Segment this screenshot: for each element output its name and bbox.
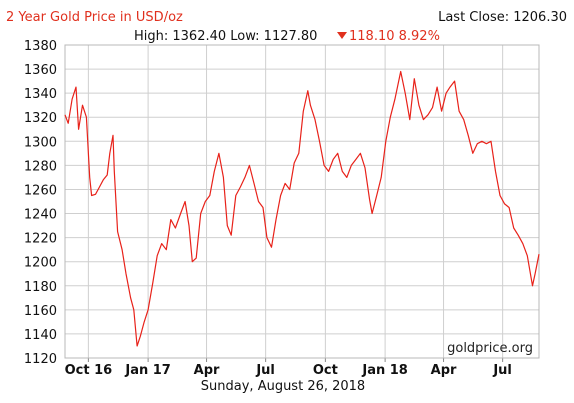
- x-tick-label: Oct: [313, 363, 338, 378]
- x-axis: Oct 16 Jan 17 Apr Jul Oct Jan 18 Apr Jul: [65, 358, 512, 378]
- y-tick-label: 1120: [24, 352, 57, 367]
- x-tick-label: Jul: [255, 363, 275, 378]
- y-tick-label: 1160: [24, 304, 57, 319]
- y-tick-label: 1220: [24, 232, 57, 247]
- series-line: [64, 70, 540, 347]
- y-tick-label: 1200: [24, 256, 57, 271]
- x-tick-label: Jul: [492, 363, 512, 378]
- y-tick-label: 1260: [24, 183, 57, 198]
- y-axis: 1120 1140 1160 1180 1200 1220 1240 1260 1280 1300…: [24, 39, 57, 367]
- chart-date: Sunday, August 26, 2018: [201, 379, 365, 394]
- grid: [65, 44, 539, 359]
- y-tick-label: 1340: [24, 87, 57, 102]
- x-tick-label: Apr: [431, 363, 457, 378]
- y-tick-label: 1280: [24, 159, 57, 174]
- x-tick-label: Jan 18: [361, 363, 407, 378]
- y-tick-label: 1320: [24, 111, 57, 126]
- chart-title: 2 Year Gold Price in USD/oz: [6, 10, 183, 25]
- y-tick-label: 1240: [24, 208, 57, 223]
- down-arrow-icon: [337, 32, 347, 39]
- y-tick-label: 1180: [24, 280, 57, 295]
- last-close: Last Close: 1206.30: [438, 10, 567, 25]
- y-tick-label: 1380: [24, 39, 57, 54]
- x-tick-label: Oct 16: [65, 363, 113, 378]
- price-change: 118.10 8.92%: [349, 29, 440, 44]
- watermark: goldprice.org: [447, 341, 533, 356]
- x-tick-label: Apr: [194, 363, 220, 378]
- series-layer: [64, 70, 540, 347]
- high-low-readout: High: 1362.40 Low: 1127.80: [134, 29, 317, 44]
- plot-area: [64, 44, 540, 359]
- y-tick-label: 1140: [24, 328, 57, 343]
- y-tick-label: 1300: [24, 135, 57, 150]
- y-tick-label: 1360: [24, 63, 57, 78]
- x-tick-label: Jan 17: [124, 363, 170, 378]
